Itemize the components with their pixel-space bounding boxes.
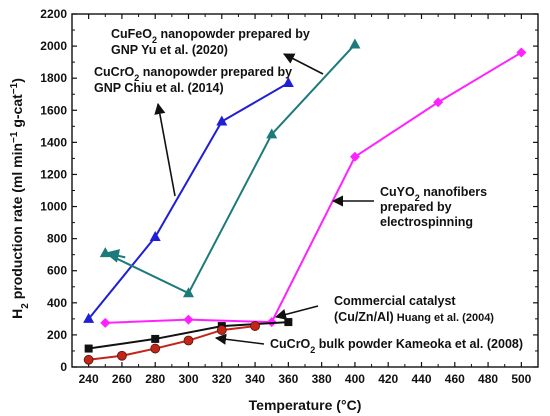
series-cucro2_nano: [83, 76, 294, 323]
y-tick-label: 2200: [40, 7, 67, 21]
y-axis-title: H2 production rate (ml min−1 g-cat−1): [9, 78, 31, 319]
annotation-commercial: Commercial catalyst (Cu/Zn/Al) Huang et a…: [334, 294, 494, 324]
y-tick-label: 1000: [40, 200, 67, 214]
data-point: [516, 47, 527, 58]
x-tick-label: 380: [312, 372, 332, 386]
data-point: [266, 128, 278, 139]
series-cucro2_bulk: [83, 321, 260, 365]
data-point: [83, 354, 94, 365]
series-line: [87, 82, 289, 320]
y-tick-label: 200: [47, 328, 67, 342]
data-point: [149, 231, 161, 242]
arrow-cufeo2-start: [104, 249, 126, 263]
data-point: [250, 321, 260, 331]
data-point: [282, 76, 294, 87]
data-point: [183, 335, 194, 346]
data-point: [151, 334, 160, 343]
annotation-cuyo2: CuYO2 nanofibers prepared by electrospinni…: [380, 185, 487, 229]
data-point: [216, 115, 228, 126]
y-tick-label: 600: [47, 264, 67, 278]
x-tick-label: 260: [112, 372, 132, 386]
y-tick-label: 400: [47, 296, 67, 310]
x-tick-label: 460: [445, 372, 465, 386]
annotation-cufeo2: CuFeO2 nanopowder prepared by GNP Yu et a…: [111, 27, 310, 57]
series-line: [105, 51, 522, 324]
data-point: [216, 325, 227, 335]
data-point: [433, 97, 444, 108]
data-point: [266, 317, 277, 328]
arrow-cufeo2-nano: [283, 53, 324, 75]
y-tick-label: 1200: [40, 167, 67, 181]
y-tick-label: 1400: [40, 135, 67, 149]
data-point: [284, 318, 293, 327]
arrow-bulk: [214, 333, 265, 345]
y-tick-label: 2000: [40, 39, 67, 53]
x-tick-label: 500: [511, 372, 531, 386]
y-tick-label: 1800: [40, 71, 67, 85]
x-tick-label: 440: [411, 372, 431, 386]
data-point: [117, 350, 127, 361]
x-tick-label: 240: [79, 372, 99, 386]
arrow-cucro2-nano: [154, 102, 176, 197]
arrow-commercial: [274, 305, 319, 320]
data-point: [100, 317, 111, 328]
y-tick-label: 1600: [40, 103, 67, 117]
x-axis-title: Temperature (°C): [249, 397, 362, 413]
y-tick-label: 0: [60, 360, 67, 374]
data-point: [183, 314, 194, 325]
data-point: [83, 312, 95, 323]
data-point: [183, 287, 194, 298]
series-line: [104, 43, 356, 295]
y-tick-label: 800: [47, 232, 67, 246]
annotation-cucro2: CuCrO2 nanopowder prepared by GNP Chiu et…: [94, 65, 292, 95]
x-tick-label: 300: [178, 372, 198, 386]
x-tick-label: 420: [378, 372, 398, 386]
x-tick-label: 480: [478, 372, 498, 386]
x-tick-label: 320: [212, 372, 232, 386]
data-point: [84, 344, 93, 353]
data-point: [349, 151, 360, 162]
series-cuyo2: [100, 47, 527, 328]
data-point: [99, 247, 111, 258]
x-tick-label: 400: [345, 372, 365, 386]
x-tick-label: 360: [278, 372, 298, 386]
data-point: [150, 343, 161, 354]
x-tick-label: 340: [245, 372, 265, 386]
annotation-bulk: CuCrO2 bulk powder Kameoka et al. (2008): [270, 337, 523, 355]
series-line: [88, 325, 256, 361]
x-tick-label: 280: [145, 372, 165, 386]
data-point: [349, 38, 361, 49]
